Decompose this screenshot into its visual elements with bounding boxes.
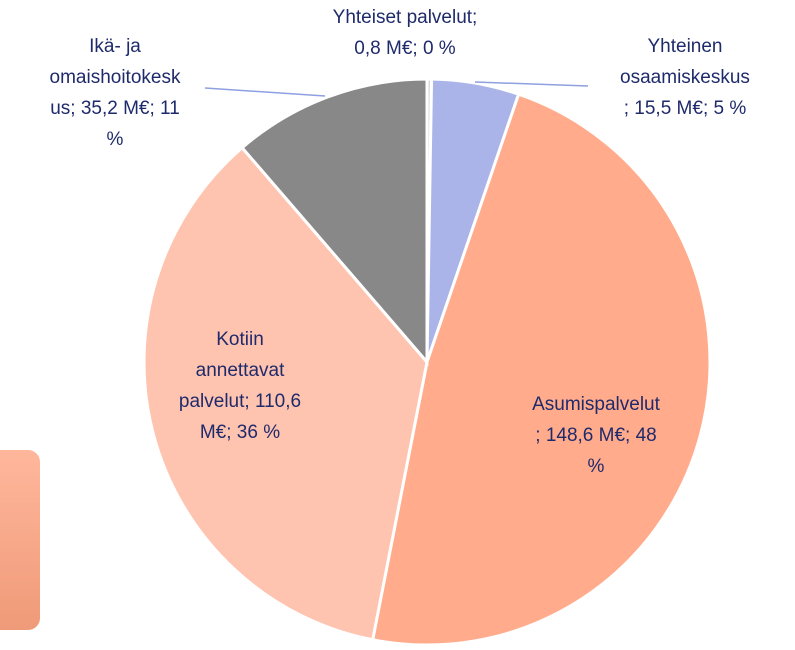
data-label: Yhteinen — [647, 36, 722, 57]
data-label: % — [588, 456, 605, 477]
pie-slice — [240, 77, 429, 367]
data-label: ; 148,6 M€; 48 — [535, 425, 656, 446]
data-label: Ikä- ja — [89, 36, 141, 57]
data-label: Yhteiset palvelut; — [333, 7, 478, 28]
data-label: 0,8 M€; 0 % — [354, 38, 455, 59]
data-label: M€; 36 % — [200, 422, 280, 443]
data-label: Asumispalvelut — [532, 394, 660, 415]
data-label: Kotiin — [216, 329, 264, 350]
leader-line — [474, 81, 589, 87]
leader-line — [204, 87, 326, 97]
pie-slice — [370, 92, 712, 647]
data-label: palvelut; 110,6 — [179, 391, 301, 412]
legend-box — [0, 450, 40, 630]
pie-slice — [142, 145, 429, 642]
data-label: us; 35,2 M€; 11 — [50, 98, 180, 119]
data-label: % — [107, 129, 124, 150]
data-label: omaishoitokesk — [50, 67, 181, 88]
data-label: annettavat — [196, 360, 285, 381]
data-label: ; 15,5 M€; 5 % — [624, 98, 747, 119]
data-label: osaamiskeskus — [620, 67, 750, 88]
